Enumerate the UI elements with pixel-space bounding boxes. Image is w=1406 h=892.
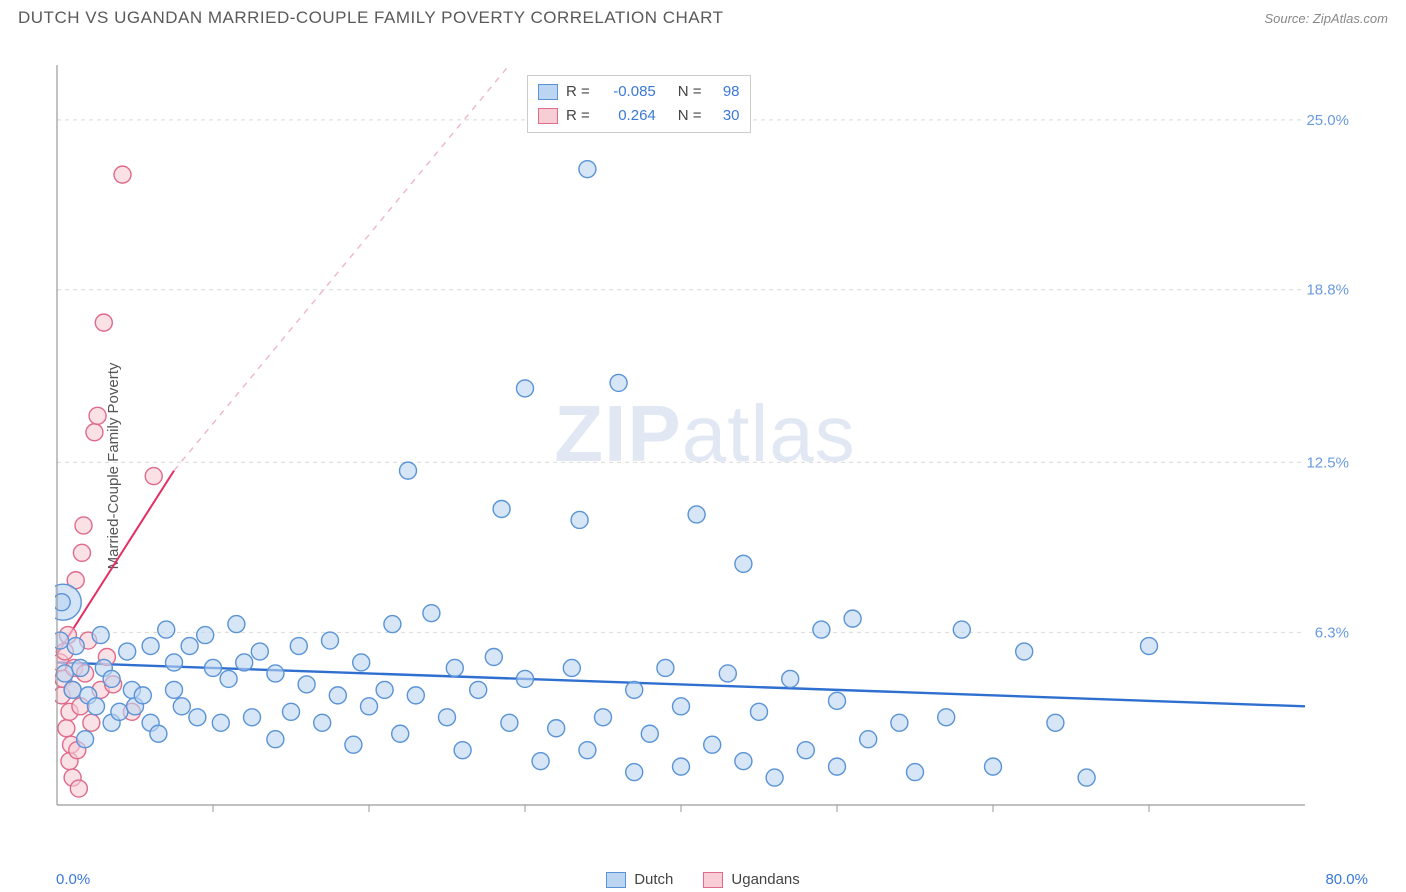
legend-swatch [538,84,558,100]
stats-r-value: 0.264 [598,104,656,128]
stats-row: R = 0.264 N = 30 [538,104,740,128]
legend-label: Ugandans [731,871,799,888]
legend-item: Dutch [606,871,673,888]
svg-text:18.8%: 18.8% [1306,282,1349,299]
correlation-stats-box: R = -0.085 N = 98 R = 0.264 N = 30 [527,75,751,133]
svg-text:25.0%: 25.0% [1306,112,1349,129]
legend-swatch [606,872,626,888]
chart-header: DUTCH VS UGANDAN MARRIED-COUPLE FAMILY P… [0,0,1406,34]
stats-n-label: N = [678,104,702,128]
legend-swatch [538,108,558,124]
stats-r-label: R = [566,104,590,128]
legend-item: Ugandans [703,871,799,888]
chart-title: DUTCH VS UGANDAN MARRIED-COUPLE FAMILY P… [18,8,724,28]
stats-r-label: R = [566,80,590,104]
svg-text:12.5%: 12.5% [1306,454,1349,471]
legend-swatch [703,872,723,888]
chart-area: Married-Couple Family Poverty 6.3%12.5%1… [0,40,1406,892]
stats-n-label: N = [678,80,702,104]
plot-svg: 6.3% 12.5% 18.8% 25.0% [55,55,1355,845]
footer-legend: Dutch Ugandans [0,871,1406,888]
stats-row: R = -0.085 N = 98 [538,80,740,104]
chart-source: Source: ZipAtlas.com [1264,11,1388,26]
stats-n-value: 98 [710,80,740,104]
scatter-plot: 6.3%12.5%18.8%25.0% ZIPatlas R =-0.085N … [55,55,1355,845]
svg-text:6.3%: 6.3% [1315,624,1349,641]
stats-r-value: -0.085 [598,80,656,104]
legend-label: Dutch [634,871,673,888]
stats-n-value: 30 [710,104,740,128]
